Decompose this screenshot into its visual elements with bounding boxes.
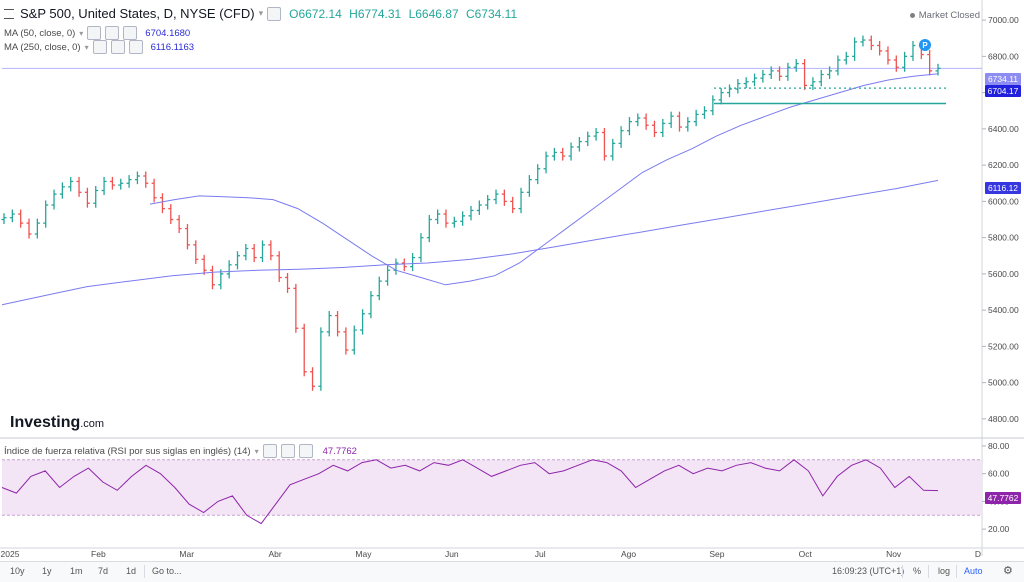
- range-1d[interactable]: 1d: [126, 566, 137, 576]
- ohlc-values: O6672.14 H6774.31 L6646.87 C6734.11: [285, 7, 517, 21]
- settings-icon[interactable]: [105, 26, 120, 40]
- ma50-label: MA (50, close, 0): [4, 27, 76, 39]
- rsi-badge: 47.7762: [985, 492, 1021, 504]
- price-tick-label: 5400.00: [988, 305, 1019, 315]
- eye-icon[interactable]: [87, 26, 102, 40]
- ma50-badge: 6704.17: [985, 85, 1021, 97]
- ma250-badge: 6116.12: [985, 182, 1021, 194]
- ma50-line: [149, 73, 939, 286]
- bottom-toolbar: 10y 1y 1m 7d 1d Go to... 16:09:23 (UTC+1…: [0, 561, 1024, 582]
- market-status-label: Market Closed: [918, 10, 980, 21]
- toolbar-divider: [144, 565, 145, 578]
- time-tick-label: May: [355, 549, 372, 559]
- settings-icon[interactable]: [280, 444, 295, 458]
- price-tick-label: 6200.00: [988, 160, 1019, 170]
- gear-icon[interactable]: ⚙: [1003, 565, 1013, 577]
- ma250-legend[interactable]: MA (250, close, 0) ▾ 6116.1163: [4, 40, 194, 54]
- time-tick-label: 2025: [1, 549, 20, 559]
- rsi-tick-label: 60.00: [988, 469, 1010, 479]
- close-icon[interactable]: [298, 444, 313, 458]
- rsi-value: 47.7762: [322, 445, 357, 457]
- ma50-legend[interactable]: MA (50, close, 0) ▾ 6704.1680: [4, 26, 190, 40]
- p-marker-label: P: [922, 41, 928, 50]
- price-tick-label: 5800.00: [988, 233, 1019, 243]
- rsi-tick-label: 80.00: [988, 441, 1010, 451]
- eye-icon[interactable]: [262, 444, 277, 458]
- close-value: C6734.11: [465, 6, 518, 21]
- rsi-tick-label: 20.00: [988, 524, 1010, 534]
- time-tick-label: Ago: [621, 549, 636, 559]
- ma250-value: 6116.1163: [150, 41, 195, 53]
- price-tick-label: 6400.00: [988, 124, 1019, 134]
- close-icon[interactable]: [123, 26, 138, 40]
- market-status: Market Closed: [909, 10, 980, 21]
- status-dot-icon: [909, 12, 915, 18]
- time-tick-label: Nov: [886, 549, 902, 559]
- range-1y[interactable]: 1y: [42, 566, 52, 576]
- instrument-title[interactable]: S&P 500, United States, D, NYSE (CFD): [20, 6, 255, 21]
- logo-suffix: .com: [80, 418, 105, 430]
- time-tick-label: Jul: [535, 549, 546, 559]
- time-tick-label: Oct: [799, 549, 813, 559]
- time-tick-label: Jun: [445, 549, 459, 559]
- price-tick-label: 5000.00: [988, 378, 1019, 388]
- time-tick-label: Feb: [91, 549, 106, 559]
- goto-button[interactable]: Go to...: [152, 566, 182, 576]
- chevron-down-icon[interactable]: ▾: [254, 446, 259, 456]
- percent-toggle[interactable]: %: [913, 566, 922, 576]
- price-tick-label: 5600.00: [988, 269, 1019, 279]
- range-10y[interactable]: 10y: [10, 566, 25, 576]
- rsi-line: [1, 459, 939, 525]
- ma250-line: [1, 179, 939, 306]
- time-tick-label: D: [975, 549, 981, 559]
- ma250-label: MA (250, close, 0): [4, 41, 81, 53]
- chevron-down-icon[interactable]: ▾: [79, 28, 84, 38]
- eye-icon[interactable]: [92, 40, 107, 54]
- open-value: O6672.14: [289, 6, 342, 21]
- toolbar-divider: [928, 565, 929, 578]
- close-icon[interactable]: [128, 40, 143, 54]
- low-value: L6646.87: [408, 6, 459, 21]
- high-value: H6774.31: [349, 6, 402, 21]
- price-tick-label: 6000.00: [988, 196, 1019, 206]
- ma50-value: 6704.1680: [145, 27, 191, 39]
- price-badge: 6734.11: [985, 73, 1021, 85]
- investing-logo: Investing.com: [10, 414, 104, 432]
- rsi-label: Índice de fuerza relativa (RSI por sus s…: [4, 445, 251, 457]
- range-7d[interactable]: 7d: [98, 566, 109, 576]
- price-tick-label: 5200.00: [988, 341, 1019, 351]
- range-1m[interactable]: 1m: [70, 566, 83, 576]
- clock-time: 16:09:23 (UTC+1): [832, 566, 905, 576]
- chevron-down-icon[interactable]: ▾: [84, 42, 89, 52]
- toolbar-divider: [902, 565, 903, 578]
- price-tick-label: 4800.00: [988, 414, 1019, 424]
- menu-icon[interactable]: [4, 8, 14, 19]
- chevron-down-icon[interactable]: ▾: [258, 8, 264, 18]
- settings-icon[interactable]: [110, 40, 125, 54]
- settings-icon[interactable]: [267, 6, 282, 21]
- logo-brand: Investing: [10, 414, 81, 431]
- auto-toggle[interactable]: Auto: [964, 566, 983, 576]
- toolbar-divider: [956, 565, 957, 578]
- log-toggle[interactable]: log: [938, 566, 951, 576]
- time-tick-label: Sep: [709, 549, 724, 559]
- price-tick-label: 6800.00: [988, 51, 1019, 61]
- price-tick-label: 7000.00: [988, 15, 1019, 25]
- chart-header: S&P 500, United States, D, NYSE (CFD) ▾ …: [4, 6, 517, 21]
- rsi-band: [2, 459, 982, 516]
- time-tick-label: Abr: [268, 549, 281, 559]
- p-marker-icon: [919, 39, 931, 51]
- rsi-legend[interactable]: Índice de fuerza relativa (RSI por sus s…: [4, 444, 357, 458]
- time-tick-label: Mar: [179, 549, 194, 559]
